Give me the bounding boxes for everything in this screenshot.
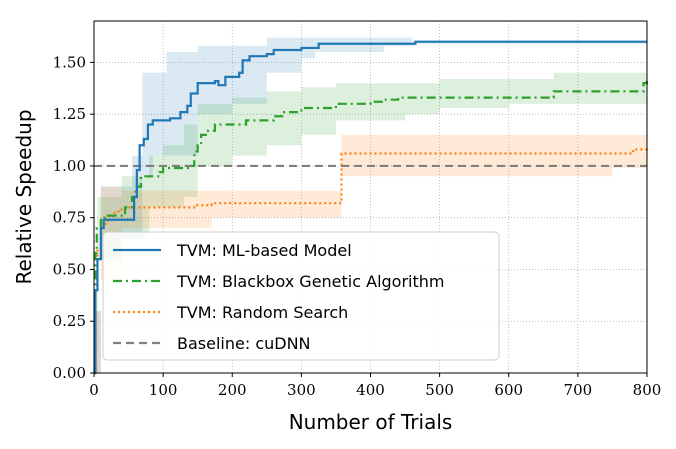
legend-box bbox=[102, 231, 500, 361]
y-tick-label: 0.00 bbox=[53, 364, 86, 382]
y-tick-label: 1.50 bbox=[53, 53, 86, 71]
confidence-band bbox=[94, 72, 647, 373]
legend-label: TVM: ML-based Model bbox=[176, 241, 352, 260]
x-tick-label: 400 bbox=[356, 381, 385, 399]
x-tick-label: 300 bbox=[287, 381, 316, 399]
legend-label: TVM: Blackbox Genetic Algorithm bbox=[176, 272, 444, 291]
x-tick-label: 100 bbox=[149, 381, 178, 399]
confidence-bands bbox=[94, 37, 647, 374]
confidence-band bbox=[94, 134, 647, 373]
x-tick-label: 600 bbox=[494, 381, 523, 399]
legend: TVM: ML-based Model TVM: Blackbox Genetic… bbox=[102, 231, 500, 361]
series-line bbox=[94, 81, 649, 375]
y-tick-label: 1.00 bbox=[53, 157, 86, 175]
legend-label: Baseline: cuDNN bbox=[177, 334, 311, 353]
x-tick-label: 500 bbox=[425, 381, 454, 399]
y-tick-label: 0.50 bbox=[53, 260, 86, 278]
x-tick-label: 700 bbox=[564, 381, 593, 399]
y-tick-label: 0.75 bbox=[53, 209, 86, 227]
x-tick-label: 200 bbox=[218, 381, 247, 399]
x-axis-ticks: 0 100 200 300 400 500 600 700 800 bbox=[89, 373, 661, 399]
y-tick-label: 1.25 bbox=[53, 105, 86, 123]
y-axis-label: Relative Speedup bbox=[12, 109, 36, 284]
series-line bbox=[94, 40, 647, 375]
x-axis-label: Number of Trials bbox=[289, 410, 453, 434]
y-axis-ticks: 0.00 0.25 0.50 0.75 1.00 1.25 1.50 bbox=[53, 53, 94, 382]
x-tick-label: 800 bbox=[633, 381, 662, 399]
x-tick-label: 0 bbox=[89, 381, 99, 399]
series-lines bbox=[94, 40, 649, 375]
legend-label: TVM: Random Search bbox=[176, 303, 348, 322]
y-tick-label: 0.25 bbox=[53, 312, 86, 330]
